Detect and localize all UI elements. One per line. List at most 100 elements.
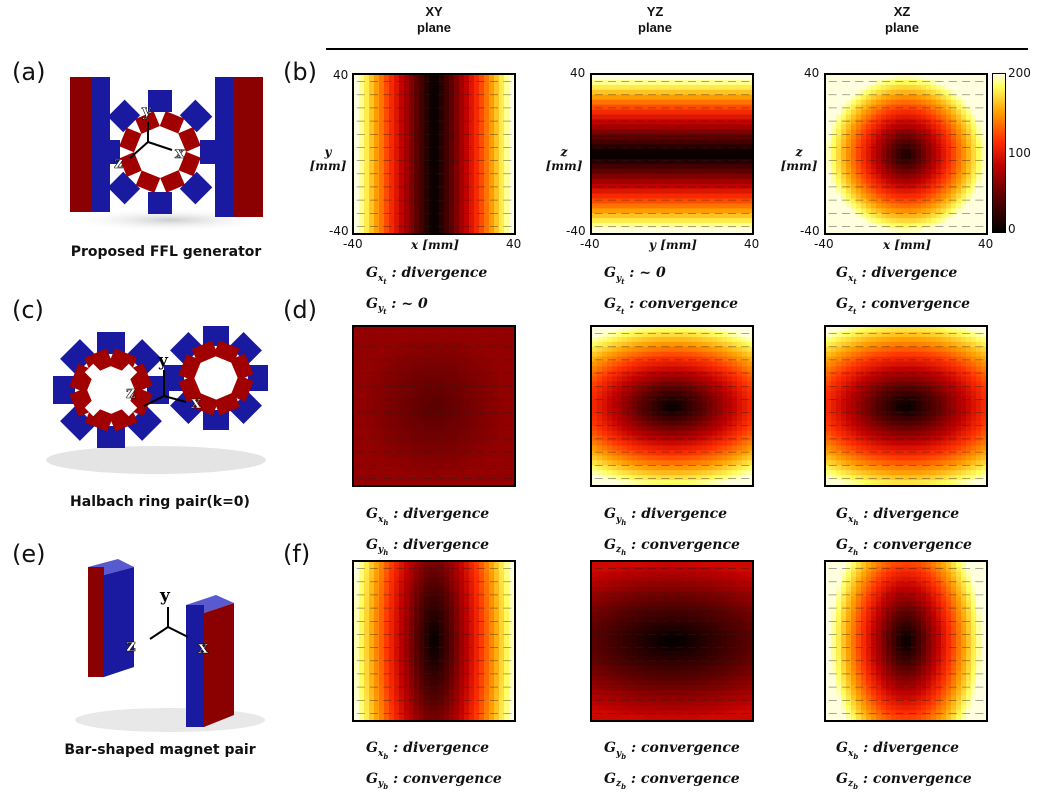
- tick-xy-y-top: 40: [333, 68, 348, 82]
- colorbar: [992, 73, 1006, 233]
- axis-label-xz-y-var: z: [779, 145, 819, 159]
- header-yz-top: YZ: [595, 4, 715, 20]
- gradient-subscript: xh: [378, 515, 388, 525]
- tick-yz-x-left: -40: [580, 237, 600, 251]
- gradient-line: Gxh : divergence: [836, 503, 972, 534]
- gradient-text: : convergence: [626, 537, 740, 553]
- halbach-ring-illustration: y x z: [36, 310, 276, 480]
- gradient-line: Gzb : convergence: [836, 768, 972, 798]
- tick-xz-x-right: 40: [978, 237, 993, 251]
- tick-xz-x-left: -40: [814, 237, 834, 251]
- gradient-symbol: G: [366, 506, 378, 522]
- gradient-line: Gxb : divergence: [366, 737, 502, 768]
- gradient-subscript: zb: [848, 779, 858, 789]
- gradient-text: : ~ 0: [386, 296, 427, 312]
- header-xy-top: XY: [374, 4, 494, 20]
- header-xy-bottom: plane: [374, 20, 494, 36]
- gradient-symbol: G: [366, 537, 378, 553]
- gradient-line: Gyb : convergence: [366, 768, 502, 798]
- gradient-text: : divergence: [858, 740, 959, 756]
- gradient-text: : convergence: [624, 296, 738, 312]
- gradient-line: Gxb : divergence: [836, 737, 972, 768]
- gradient-symbol: G: [366, 265, 378, 281]
- gradient-text: : ~ 0: [624, 265, 665, 281]
- field-map-f-yz: [590, 560, 754, 722]
- panel-label-e: (e): [12, 540, 46, 568]
- ffl-axis-y: y: [141, 101, 152, 120]
- gradient-text: : convergence: [626, 771, 740, 787]
- tick-xy-x-left: -40: [343, 237, 363, 251]
- caption-ffl-generator: Proposed FFL generator: [46, 244, 286, 260]
- gradient-text: : divergence: [858, 506, 959, 522]
- gradient-symbol: G: [836, 296, 848, 312]
- field-map-d-xz: [824, 325, 988, 487]
- axis-label-xy-x: x [mm]: [400, 238, 470, 252]
- ffl-generator-illustration: y x z: [60, 72, 280, 232]
- gradient-subscript: xb: [848, 749, 858, 759]
- gradient-text: : divergence: [388, 537, 489, 553]
- header-xz-top: XZ: [842, 4, 962, 20]
- gradient-text: : divergence: [388, 740, 489, 756]
- bar-magnet-illustration: y x z: [70, 555, 270, 735]
- ffl-axis-z: z: [114, 153, 123, 172]
- gradient-line: Gzt : convergence: [604, 293, 738, 324]
- halbach-axis-y: y: [157, 351, 169, 371]
- axis-label-xz-x: x [mm]: [872, 238, 942, 252]
- gradient-subscript: xt: [378, 274, 387, 284]
- header-xz-bottom: plane: [842, 20, 962, 36]
- panel-label-a: (a): [12, 58, 45, 86]
- gradient-text: : divergence: [388, 506, 489, 522]
- halbach-axis-x: x: [191, 393, 202, 413]
- gradient-text: : divergence: [626, 506, 727, 522]
- axis-label-xy-y-unit: [mm]: [308, 159, 348, 173]
- bar-axis-y: y: [159, 586, 171, 606]
- field-map-b-xz: [824, 73, 988, 235]
- gradient-symbol: G: [836, 537, 848, 553]
- gradient-symbol: G: [366, 740, 378, 756]
- field-map-f-xy: [352, 560, 516, 722]
- gradient-text: : divergence: [857, 265, 958, 281]
- gradient-line: Gxh : divergence: [366, 503, 489, 534]
- tick-xz-y-top: 40: [804, 66, 819, 80]
- bar-axis-x: x: [198, 638, 209, 658]
- gradient-subscript: zh: [848, 545, 858, 555]
- gradient-text: : convergence: [626, 740, 740, 756]
- gradient-line: Gxt : divergence: [366, 262, 487, 293]
- gradient-symbol: G: [836, 771, 848, 787]
- gradient-symbol: G: [366, 296, 378, 312]
- gradient-line: Gzt : convergence: [836, 293, 970, 324]
- header-rule: [326, 48, 1028, 50]
- gradient-line: Gyt : ~ 0: [366, 293, 487, 324]
- bar-axis-z: z: [126, 636, 136, 656]
- caption-bar-magnet: Bar-shaped magnet pair: [40, 742, 280, 758]
- ffl-axis-x: x: [175, 143, 185, 162]
- gradient-subscript: xh: [848, 515, 858, 525]
- gradient-line: Gzb : convergence: [604, 768, 740, 798]
- panel-label-d: (d): [283, 296, 317, 324]
- gradient-line: Gzh : convergence: [604, 534, 740, 565]
- panel-label-b: (b): [283, 58, 317, 86]
- axis-label-yz-y: z [mm]: [544, 145, 584, 173]
- colorbar-min: 0: [1008, 222, 1016, 236]
- gradient-symbol: G: [604, 740, 616, 756]
- axis-label-xy-y-var: y: [308, 145, 348, 159]
- tick-xy-y-bottom: -40: [329, 224, 349, 238]
- tick-xy-x-right: 40: [506, 237, 521, 251]
- gradient-subscript: zh: [616, 545, 626, 555]
- field-map-f-xz: [824, 560, 988, 722]
- gradient-symbol: G: [604, 296, 616, 312]
- colorbar-max: 200: [1008, 66, 1031, 80]
- tick-yz-y-top: 40: [570, 66, 585, 80]
- gradient-subscript: xt: [848, 274, 857, 284]
- gradient-symbol: G: [604, 537, 616, 553]
- header-yz-plane: YZ plane: [595, 4, 715, 36]
- gradient-line: Gyb : convergence: [604, 737, 740, 768]
- gradient-line: Gyh : divergence: [604, 503, 740, 534]
